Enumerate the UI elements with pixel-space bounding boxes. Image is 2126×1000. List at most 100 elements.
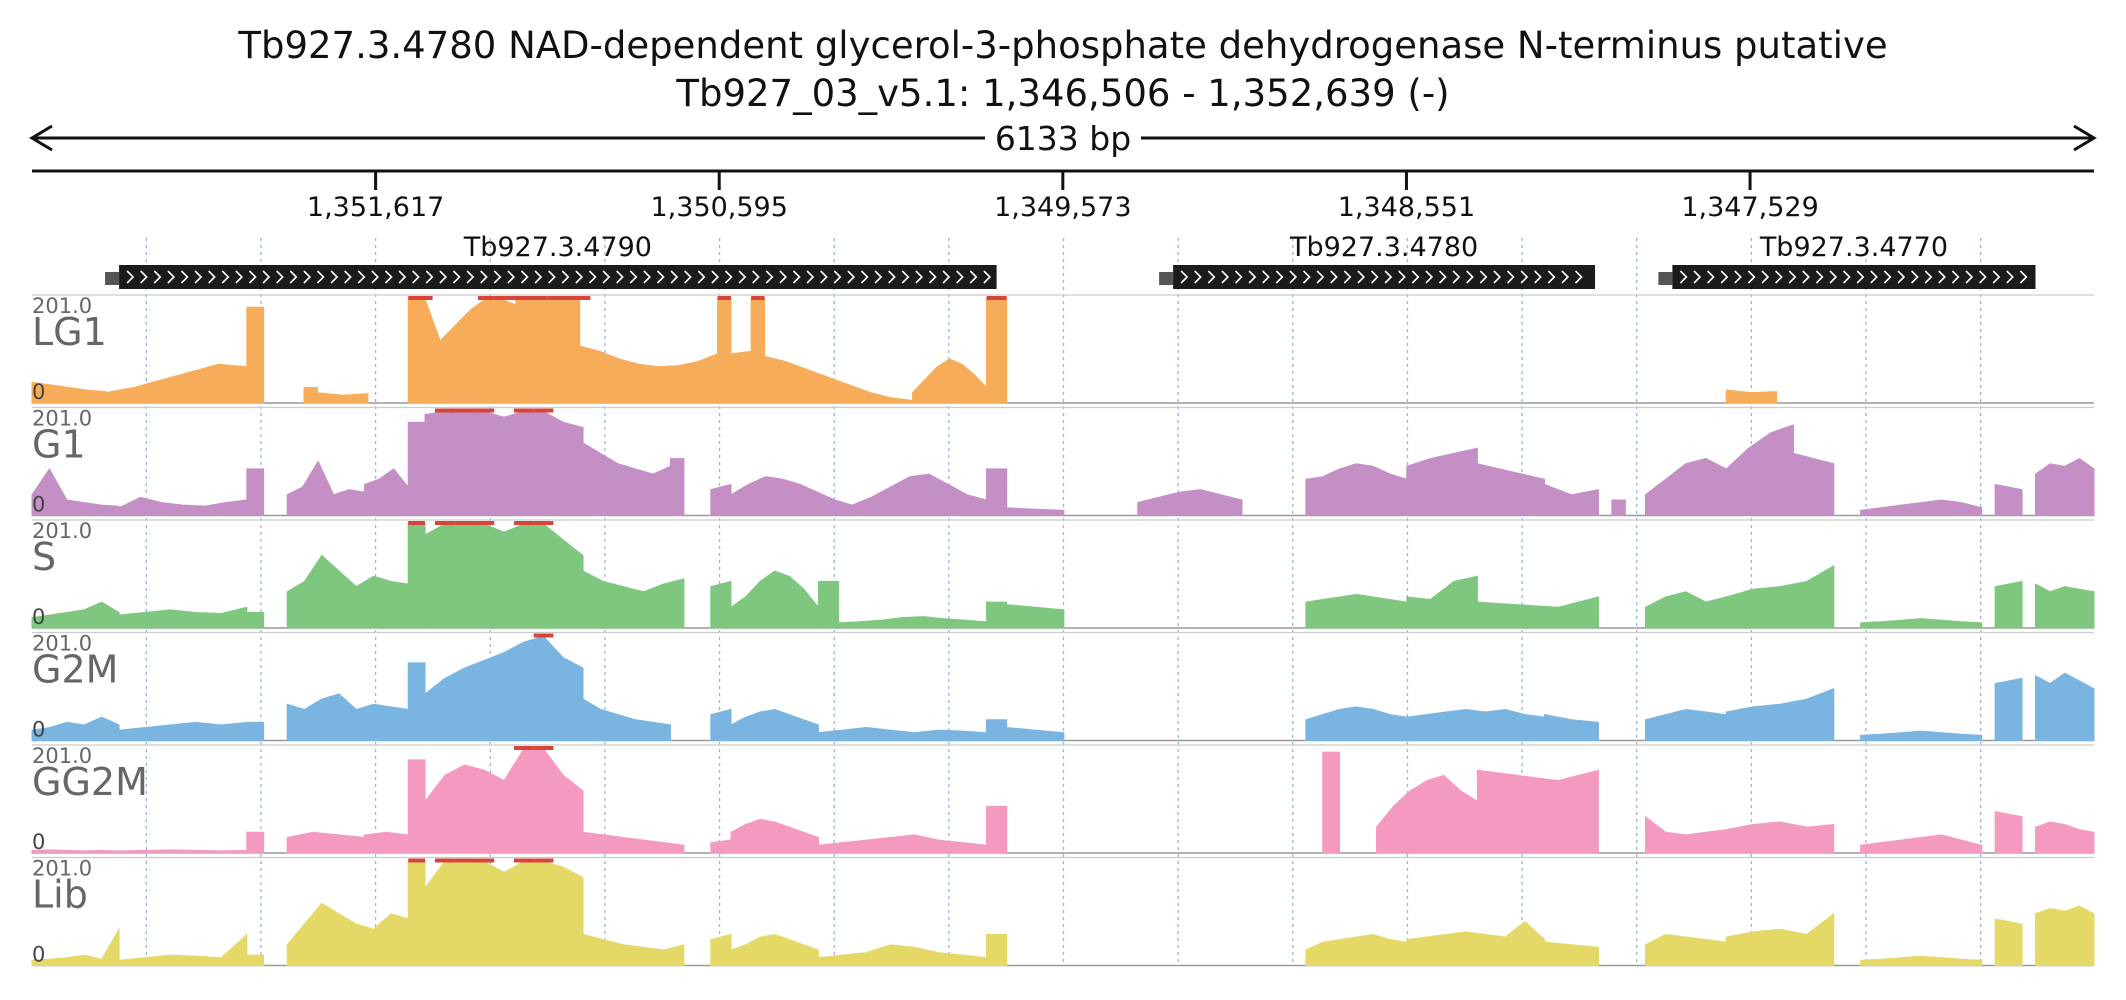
- clip-marker: [533, 521, 554, 525]
- chevron-icon: [1734, 270, 1742, 284]
- gene-body: [1173, 265, 1596, 289]
- coverage-segment: [118, 933, 248, 966]
- chevron-icon: [860, 270, 869, 284]
- coverage-segment: [750, 298, 766, 404]
- clip-marker: [569, 296, 591, 300]
- chevron-icon: [1221, 270, 1230, 284]
- coverage-segment: [2034, 583, 2095, 629]
- coverage-segment: [1644, 591, 1727, 629]
- clip-marker: [513, 858, 534, 863]
- clip-marker: [434, 408, 455, 413]
- chevron-icon: [180, 270, 189, 284]
- chevron-icon: [1302, 270, 1311, 284]
- track-name: S: [32, 535, 56, 579]
- gene-label: Tb927.3.4780: [1289, 232, 1478, 263]
- chevron-icon: [439, 270, 448, 284]
- chevron-icon: [820, 270, 828, 284]
- track-min-label: 0: [32, 493, 45, 517]
- chevron-icon: [901, 270, 910, 284]
- chevron-icon: [520, 270, 529, 284]
- clip-marker: [526, 296, 548, 300]
- chevron-icon: [1234, 270, 1243, 284]
- coverage-segment: [710, 580, 732, 629]
- chevron-icon: [1289, 270, 1298, 284]
- clip-marker: [454, 408, 475, 413]
- chevron-icon: [670, 270, 679, 284]
- clip-marker: [513, 521, 534, 525]
- chevron-icon: [1938, 270, 1946, 284]
- clip-marker: [434, 858, 455, 863]
- coverage-segment: [118, 606, 248, 629]
- chevron-icon: [874, 270, 883, 284]
- coverage-segment: [1725, 565, 1835, 629]
- coverage-segment: [582, 831, 685, 854]
- chevron-icon: [1452, 270, 1461, 284]
- chevron-icon: [1316, 270, 1325, 284]
- coverage-segment: [838, 616, 988, 629]
- chevron-icon: [616, 270, 624, 284]
- clip-marker: [474, 858, 495, 863]
- chevron-icon: [1574, 270, 1583, 284]
- track-name: GG2M: [32, 760, 148, 804]
- span-ruler: 6133 bp: [29, 118, 2097, 158]
- track-min-label: 0: [32, 830, 45, 854]
- coverage-segment: [730, 350, 752, 404]
- coverage-segment: [986, 933, 1008, 966]
- right-arrow-icon: [2073, 124, 2097, 152]
- coverage-segment: [1792, 452, 1835, 516]
- coverage-segment: [364, 831, 409, 854]
- clip-marker: [513, 746, 534, 750]
- chevron-icon: [575, 270, 584, 284]
- chevron-icon: [1707, 270, 1715, 284]
- coverage-segment: [1406, 447, 1478, 516]
- coverage-segment: [2034, 672, 2095, 741]
- chevron-icon: [493, 270, 502, 284]
- chevron-icon: [1761, 270, 1770, 284]
- coverage-segment: [1644, 708, 1727, 741]
- track-min-label: 0: [32, 605, 45, 629]
- coverage-segment: [1376, 774, 1478, 854]
- coverage-segment: [1006, 604, 1065, 629]
- chevron-icon: [847, 270, 856, 284]
- coverage-segment: [710, 933, 732, 966]
- coverage-segment: [1305, 706, 1408, 741]
- chevron-icon: [969, 270, 978, 284]
- coverage-segment: [246, 611, 265, 629]
- chevron-icon: [1262, 270, 1270, 284]
- chevron-icon: [1856, 270, 1865, 284]
- clip-marker: [408, 296, 426, 300]
- coverage-segment: [2034, 457, 2095, 516]
- chevron-icon: [629, 270, 638, 284]
- chevron-icon: [792, 270, 801, 284]
- coverage-segment: [1544, 483, 1599, 516]
- coverage-segment: [407, 662, 426, 741]
- coverage-segment: [986, 468, 1008, 516]
- coverage-segment: [582, 442, 671, 516]
- chevron-icon: [956, 270, 964, 284]
- coverage-segment: [582, 570, 685, 629]
- chevron-icon: [480, 270, 488, 284]
- clip-marker: [533, 408, 554, 413]
- gene-models: Tb927.3.4790 Tb927.3.4780 Tb927.3.4770: [105, 232, 2036, 289]
- coverage-segment: [1860, 499, 1983, 516]
- coverage-segment: [1476, 463, 1546, 516]
- coverage-tracks: 201.0LG10201.0G10201.0S0201.0G2M0201.0GG…: [31, 294, 2095, 967]
- chevron-icon: [724, 270, 733, 284]
- chevron-icon: [1330, 270, 1338, 284]
- chevron-icon: [1775, 270, 1783, 284]
- track-name: LG1: [32, 310, 107, 354]
- coverage-segment: [1406, 920, 1546, 966]
- track-max-label: 201.0: [32, 519, 92, 543]
- chevron-icon: [1248, 270, 1257, 284]
- clip-marker: [434, 521, 455, 525]
- track-min-label: 0: [32, 718, 45, 742]
- coverage-segment: [730, 708, 819, 741]
- gene-label: Tb927.3.4790: [463, 232, 652, 263]
- coverage-segment: [1644, 458, 1727, 516]
- clip-marker: [533, 858, 554, 863]
- axis-tick-label: 1,348,551: [1338, 192, 1475, 223]
- coverage-segment: [817, 727, 988, 741]
- track-S: 201.0S 0: [31, 519, 2095, 629]
